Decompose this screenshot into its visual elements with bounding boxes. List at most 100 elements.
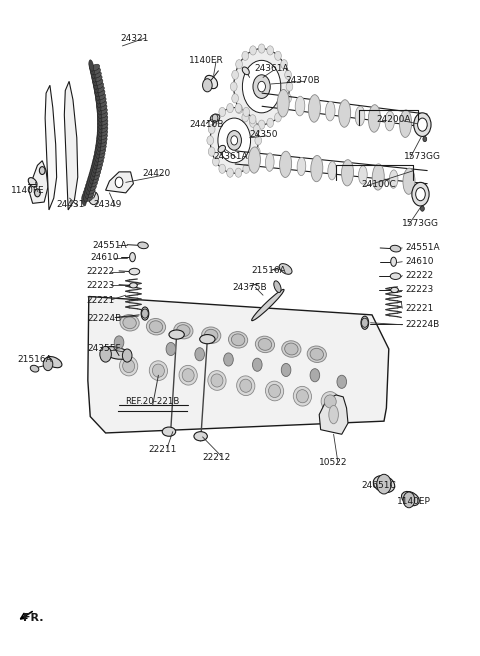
Ellipse shape	[88, 184, 96, 190]
Ellipse shape	[93, 166, 102, 173]
Circle shape	[250, 118, 256, 127]
Ellipse shape	[182, 369, 194, 382]
Circle shape	[267, 118, 274, 127]
Circle shape	[35, 189, 40, 197]
Ellipse shape	[92, 68, 100, 74]
Text: 24610: 24610	[90, 253, 119, 262]
Ellipse shape	[97, 93, 106, 100]
Ellipse shape	[391, 257, 396, 266]
Ellipse shape	[98, 104, 107, 111]
Ellipse shape	[129, 268, 140, 275]
Ellipse shape	[85, 183, 90, 195]
Ellipse shape	[97, 104, 101, 115]
Circle shape	[218, 118, 251, 163]
Ellipse shape	[208, 371, 226, 390]
Circle shape	[43, 358, 53, 371]
Circle shape	[285, 70, 291, 79]
Ellipse shape	[237, 376, 255, 396]
Ellipse shape	[91, 173, 100, 180]
Ellipse shape	[307, 346, 326, 363]
Ellipse shape	[210, 114, 220, 122]
Text: 1573GG: 1573GG	[402, 218, 439, 228]
Circle shape	[235, 168, 242, 177]
Ellipse shape	[88, 176, 92, 188]
Ellipse shape	[403, 168, 415, 194]
Text: 22211: 22211	[148, 445, 177, 454]
Ellipse shape	[130, 283, 137, 288]
Circle shape	[267, 46, 274, 55]
Circle shape	[423, 136, 427, 142]
Polygon shape	[45, 85, 57, 210]
Circle shape	[195, 348, 204, 361]
Ellipse shape	[329, 405, 338, 424]
Circle shape	[255, 136, 262, 145]
Ellipse shape	[95, 147, 99, 159]
Ellipse shape	[372, 164, 384, 190]
Ellipse shape	[95, 83, 104, 89]
Ellipse shape	[390, 273, 401, 279]
Circle shape	[285, 94, 291, 103]
Ellipse shape	[240, 379, 252, 392]
Ellipse shape	[99, 115, 108, 121]
Ellipse shape	[258, 338, 272, 350]
Text: 24361A: 24361A	[213, 152, 248, 161]
Ellipse shape	[94, 151, 99, 162]
Ellipse shape	[99, 133, 108, 140]
Text: 21516A: 21516A	[252, 266, 286, 275]
Text: 24100C: 24100C	[362, 180, 396, 190]
Circle shape	[208, 147, 215, 156]
Circle shape	[227, 104, 233, 113]
Text: 22212: 22212	[203, 453, 231, 462]
Ellipse shape	[96, 140, 101, 152]
Circle shape	[249, 157, 256, 166]
Ellipse shape	[368, 105, 381, 133]
Ellipse shape	[92, 170, 101, 176]
Ellipse shape	[93, 72, 101, 78]
Ellipse shape	[123, 359, 134, 373]
Ellipse shape	[94, 163, 103, 169]
Ellipse shape	[391, 287, 398, 293]
Circle shape	[258, 120, 265, 129]
Circle shape	[249, 115, 256, 124]
Ellipse shape	[84, 195, 93, 201]
Ellipse shape	[138, 242, 148, 249]
Polygon shape	[64, 81, 78, 210]
Ellipse shape	[91, 71, 96, 82]
Ellipse shape	[194, 432, 207, 441]
Ellipse shape	[120, 314, 139, 331]
Circle shape	[227, 131, 241, 150]
Ellipse shape	[361, 316, 369, 329]
Circle shape	[281, 104, 288, 113]
Ellipse shape	[401, 491, 420, 506]
Circle shape	[242, 60, 281, 113]
Text: 22222: 22222	[406, 271, 434, 280]
Ellipse shape	[321, 392, 339, 411]
Ellipse shape	[177, 325, 190, 337]
Circle shape	[281, 363, 291, 377]
Text: FR.: FR.	[24, 613, 44, 623]
Circle shape	[275, 113, 281, 122]
Circle shape	[253, 147, 260, 156]
Ellipse shape	[89, 173, 93, 184]
Ellipse shape	[96, 100, 101, 112]
Ellipse shape	[90, 64, 95, 75]
Ellipse shape	[97, 97, 106, 103]
Ellipse shape	[274, 281, 281, 293]
Text: 24651C: 24651C	[362, 481, 396, 490]
Ellipse shape	[338, 100, 351, 127]
Ellipse shape	[130, 253, 135, 262]
Polygon shape	[29, 161, 48, 203]
Ellipse shape	[28, 178, 37, 187]
Text: REF.20-221B: REF.20-221B	[125, 397, 180, 406]
Text: 22222: 22222	[87, 267, 115, 276]
Circle shape	[275, 51, 281, 60]
Ellipse shape	[123, 317, 136, 329]
Ellipse shape	[228, 331, 248, 348]
Ellipse shape	[94, 85, 99, 97]
Ellipse shape	[46, 356, 62, 368]
Ellipse shape	[90, 177, 98, 183]
Circle shape	[416, 188, 425, 201]
Text: 24350: 24350	[250, 130, 278, 139]
Ellipse shape	[86, 188, 95, 194]
Ellipse shape	[265, 381, 284, 401]
